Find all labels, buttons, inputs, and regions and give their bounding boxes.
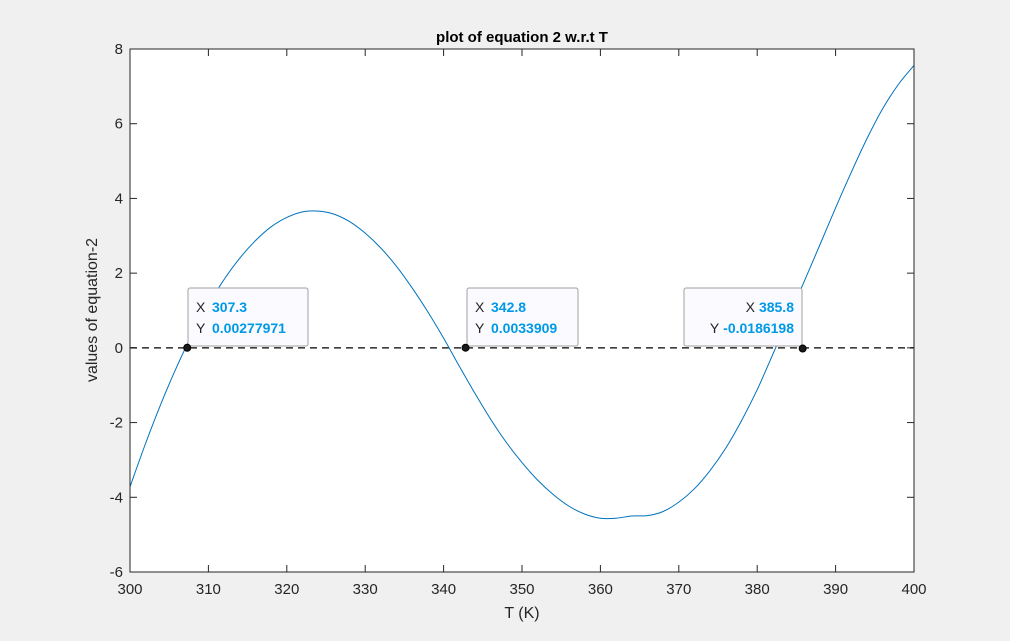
datatip-box	[187, 287, 309, 347]
y-tick-label: 2	[115, 265, 123, 282]
x-tick-label: 330	[353, 581, 378, 598]
x-tick-label: 320	[274, 581, 299, 598]
datatip-marker[interactable]	[798, 344, 807, 353]
datatip-marker[interactable]	[183, 343, 192, 352]
x-tick-label: 360	[588, 581, 613, 598]
datatip-y-value: -0.0186198	[723, 320, 794, 336]
x-axis-label: T (K)	[504, 605, 539, 622]
datatip-y-value: 0.00277971	[212, 320, 286, 336]
y-axis-label: values of equation-2	[84, 238, 101, 382]
datatip-y-label: Y	[710, 320, 720, 336]
x-tick-label: 370	[666, 581, 691, 598]
y-tick-label: 6	[115, 116, 123, 133]
x-tick-label: 350	[509, 581, 534, 598]
datatip-x-label: X	[746, 299, 756, 315]
datatip[interactable]: X 342.8 Y 0.0033909	[461, 287, 579, 352]
datatip-x-value: 385.8	[759, 299, 794, 315]
datatip-box	[683, 287, 803, 347]
datatip-x-value: 307.3	[212, 299, 247, 315]
x-tick-label: 390	[823, 581, 848, 598]
datatip-x-value: 342.8	[491, 299, 526, 315]
datatip-y-value: 0.0033909	[491, 320, 557, 336]
y-tick-label: -2	[110, 415, 123, 432]
datatip-y-label: Y	[475, 320, 485, 336]
y-tick-label: -4	[110, 489, 123, 506]
y-tick-label: 0	[115, 340, 123, 357]
axes-box	[129, 48, 915, 573]
x-tick-label: 310	[196, 581, 221, 598]
x-tick-label: 340	[431, 581, 456, 598]
datatip-marker[interactable]	[461, 343, 470, 352]
datatip[interactable]: X 307.3 Y 0.00277971	[183, 287, 309, 352]
x-tick-label: 380	[745, 581, 770, 598]
datatip-y-label: Y	[196, 320, 206, 336]
chart-title: plot of equation 2 w.r.t T	[436, 29, 608, 46]
y-tick-label: 4	[115, 190, 123, 207]
x-tick-label: 400	[901, 581, 926, 598]
datatip-x-label: X	[475, 299, 485, 315]
axis-ticks: 300 310 320 330 340 350 360 370 380 390 400 -6 -4 -2 0…	[110, 41, 927, 598]
datatip-box	[466, 287, 579, 347]
datatip-x-label: X	[196, 299, 206, 315]
x-tick-label: 300	[117, 581, 142, 598]
y-tick-label: -6	[110, 564, 123, 581]
y-tick-label: 8	[115, 41, 123, 58]
